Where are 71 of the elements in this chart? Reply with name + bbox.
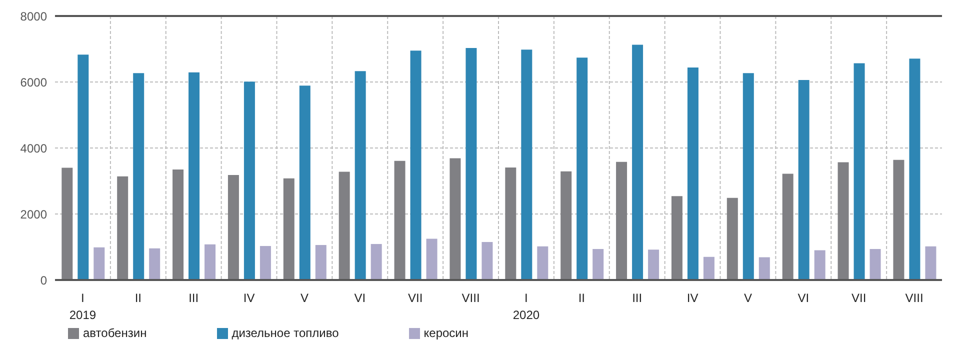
bar [244, 82, 255, 280]
bar [204, 244, 216, 280]
bar [758, 257, 770, 280]
x-tick-label: V [300, 291, 308, 305]
y-tick-label: 6000 [20, 75, 48, 90]
y-tick-label: 2000 [20, 207, 48, 222]
bar [260, 246, 271, 280]
legend-label: керосин [424, 326, 469, 340]
x-tick-label: III [632, 291, 642, 305]
bar [893, 160, 904, 280]
bar [133, 73, 144, 280]
bar [576, 58, 588, 280]
bar [505, 167, 516, 280]
bar [149, 248, 160, 280]
bar [909, 58, 920, 280]
x-tick-label: II [134, 291, 142, 305]
bar [671, 196, 682, 280]
bar [687, 67, 698, 280]
x-tick-label: IV [686, 291, 698, 305]
bar [521, 50, 532, 280]
x-tick-label: II [578, 291, 585, 305]
bar [703, 256, 714, 280]
bar [62, 168, 73, 280]
y-tick-label: 8000 [20, 9, 48, 24]
bar [78, 54, 89, 280]
x-tick-label: I 2020 [512, 291, 540, 322]
x-tick-label: IV [243, 291, 255, 305]
x-tick-label: VIII [905, 291, 924, 305]
bar [592, 248, 604, 280]
legend-label: дизельное топливо [232, 326, 339, 340]
x-tick-label: V [744, 291, 752, 305]
bar [854, 63, 865, 280]
bar [228, 175, 239, 280]
bar [798, 80, 810, 280]
bar [838, 162, 849, 280]
bar [814, 250, 826, 280]
x-tick-label: VII [408, 291, 423, 305]
bar [466, 48, 477, 280]
bar [394, 160, 406, 280]
y-tick-label: 0 [40, 273, 48, 288]
bar [94, 247, 105, 280]
bar [315, 245, 326, 280]
bar [283, 178, 294, 280]
bar [742, 73, 754, 280]
bar [726, 198, 738, 280]
bar [370, 244, 382, 280]
bar [782, 174, 794, 280]
bar [354, 71, 366, 280]
bar [560, 171, 572, 280]
bar [117, 176, 128, 280]
bar [616, 162, 628, 280]
bar [648, 250, 660, 280]
bar [482, 242, 493, 280]
bar [338, 172, 350, 280]
x-tick-label: III [188, 291, 199, 305]
bar [188, 72, 200, 280]
x-tick-label: VI [354, 291, 366, 305]
bar [450, 158, 461, 280]
x-tick-label: VIII [462, 291, 480, 305]
bar [172, 169, 184, 280]
y-tick-label: 4000 [20, 141, 48, 156]
bar [632, 44, 644, 280]
x-tick-label: VII [852, 291, 866, 305]
bar [537, 246, 548, 280]
bar [925, 246, 936, 280]
x-tick-label: VI [798, 291, 810, 305]
bar [410, 50, 422, 280]
bar [299, 86, 310, 280]
legend-label: автобензин [83, 326, 147, 340]
bar [870, 248, 881, 280]
bar [426, 238, 438, 280]
